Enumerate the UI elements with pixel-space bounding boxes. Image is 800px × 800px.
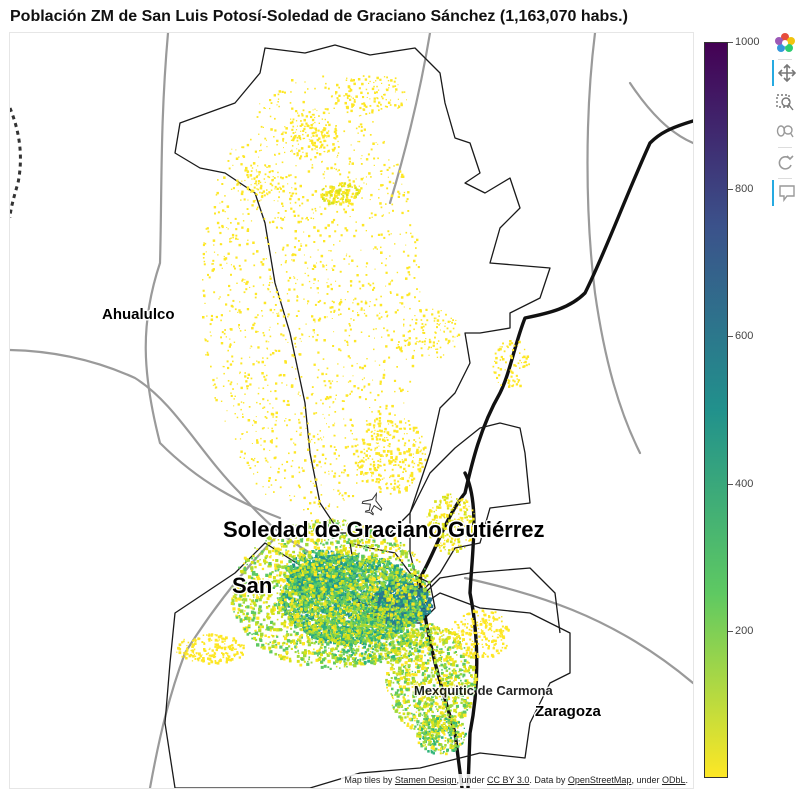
place-label-zaragoza: Zaragoza [535, 703, 601, 720]
colorbar-tick [728, 189, 733, 191]
map-canvas[interactable]: Ahualulco Soledad de Graciano Gutiérrez … [9, 32, 694, 789]
place-label-san-luis: San [232, 573, 273, 598]
stamen-link[interactable]: Stamen Design [394, 775, 457, 785]
attribution-text: . Data by [529, 775, 568, 785]
osm-link[interactable]: OpenStreetMap [567, 775, 632, 785]
attribution-text: Map tiles by [344, 775, 395, 785]
colorbar-tick [728, 336, 733, 338]
pan-icon[interactable] [772, 60, 800, 86]
odbl-link[interactable]: ODbL [661, 775, 686, 785]
plot-title: Población ZM de San Luis Potosí-Soledad … [10, 8, 628, 25]
map-attribution: Map tiles by Stamen Design, under CC BY … [341, 774, 691, 786]
attribution-text: , under [456, 775, 487, 785]
colorbar-tick-label: 800 [735, 183, 754, 196]
place-label-mexquitic: Mexquitic de Carmona [414, 683, 553, 698]
colorbar-tick-label: 200 [735, 624, 754, 637]
colorbar-tick-label: 400 [735, 477, 754, 490]
place-label-soledad: Soledad de Graciano Gutiérrez [223, 517, 545, 542]
wheel-zoom-icon[interactable] [772, 118, 798, 144]
hover-icon[interactable] [772, 180, 800, 206]
colorbar-tick [728, 42, 733, 43]
colorbar-tick [728, 630, 733, 632]
roads-gray [10, 33, 693, 788]
attribution-text: , under [631, 775, 662, 785]
municipal-boundaries [164, 44, 571, 788]
bokeh-logo-icon[interactable] [772, 30, 798, 56]
colorbar-tick-label: 600 [735, 330, 754, 343]
colorbar [704, 42, 728, 778]
attribution-text: . [685, 775, 688, 785]
colorbar-tick-label: 1000 [735, 36, 760, 48]
population-density-layer [176, 75, 530, 756]
cc-by-link[interactable]: CC BY 3.0 [487, 775, 530, 785]
place-label-ahualulco: Ahualulco [102, 306, 175, 323]
box-zoom-icon[interactable] [772, 90, 798, 116]
state-border [10, 107, 22, 219]
colorbar-tick [728, 483, 733, 485]
map-layer [10, 33, 693, 788]
reset-icon[interactable] [772, 150, 798, 176]
airport-icon [361, 491, 383, 516]
